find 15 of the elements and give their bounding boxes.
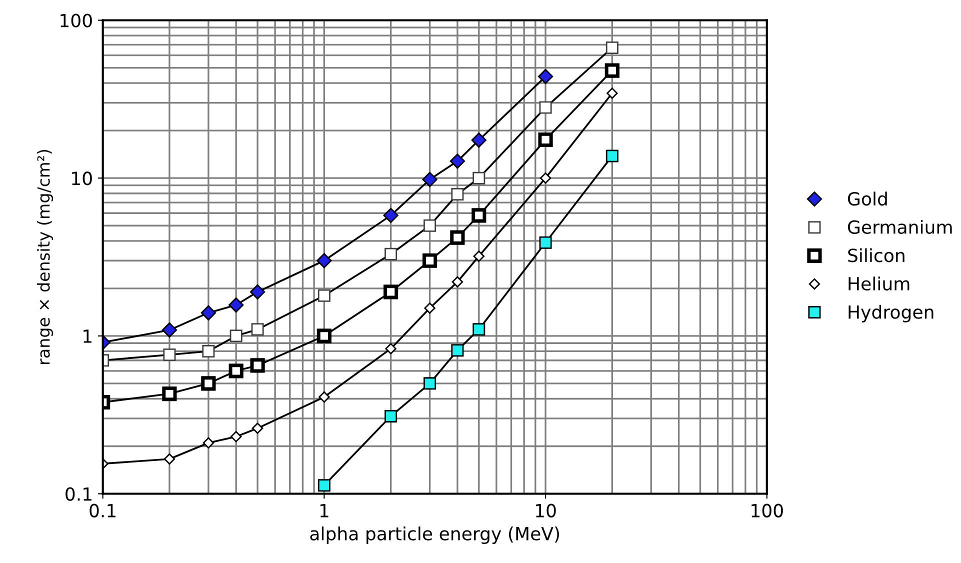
x-axis-title: alpha particle energy (MeV) <box>310 526 559 544</box>
y-tick-label: 0.1 <box>66 487 92 501</box>
legend-label: Helium <box>848 276 910 291</box>
y-tick-label: 1 <box>84 330 92 343</box>
x-tick-label: 10 <box>536 504 556 518</box>
x-tick-label: 1 <box>320 504 328 518</box>
legend-label: Hydrogen <box>848 304 934 322</box>
x-tick-label: 100 <box>752 504 783 518</box>
legend-label: Gold <box>848 192 887 206</box>
y-axis-title: range × density (mg/cm²) <box>36 150 54 364</box>
y-tick-label: 100 <box>60 14 92 28</box>
y-tick-label: 10 <box>72 172 92 186</box>
legend-label: Silicon <box>848 248 904 262</box>
x-tick-label: 0.1 <box>90 504 116 518</box>
legend-label: Germanium <box>848 220 952 234</box>
